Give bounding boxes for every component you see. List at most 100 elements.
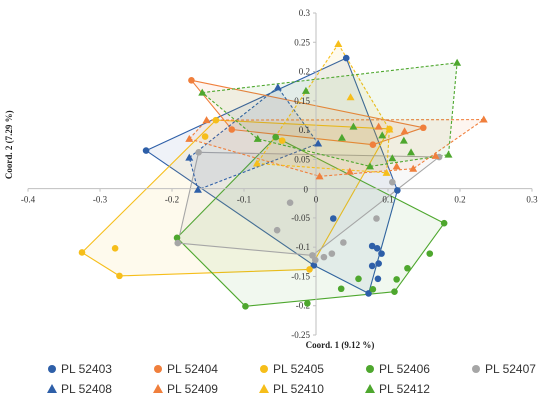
- data-point-triangle: [346, 93, 355, 101]
- legend-label: PL 52410: [273, 382, 324, 396]
- data-point-circle: [394, 187, 401, 194]
- data-point-circle: [111, 245, 119, 252]
- data-point-circle: [337, 285, 345, 293]
- data-point-triangle: [337, 133, 346, 141]
- data-point-triangle: [349, 122, 358, 130]
- y-tick-label: 0.2: [299, 67, 310, 77]
- data-point-circle: [188, 77, 195, 84]
- data-point-triangle: [374, 122, 383, 130]
- legend-label: PL 52404: [167, 362, 218, 376]
- legend-marker: [366, 365, 374, 373]
- x-tick-label: 0.1: [382, 195, 393, 205]
- data-point-triangle: [409, 164, 418, 172]
- data-point-circle: [310, 262, 318, 269]
- x-tick-label: 0.2: [454, 195, 465, 205]
- legend-marker: [48, 365, 56, 373]
- data-point-triangle: [382, 168, 391, 176]
- data-point-circle: [116, 272, 123, 280]
- y-tick-label: 0: [304, 185, 309, 195]
- data-point-triangle: [431, 151, 440, 159]
- data-point-triangle: [366, 162, 374, 170]
- axes: -0.4 -0.3 -0.2 -0.1 0 0.1 0.2 0.3 -0.25 -0.2 -0.15…: [21, 8, 538, 340]
- data-point-circle: [273, 226, 281, 234]
- data-point-triangle: [453, 58, 462, 66]
- x-tick-label: -0.1: [237, 195, 251, 205]
- data-point-triangle: [399, 136, 408, 144]
- data-point-circle: [440, 219, 448, 227]
- legend-label: PL 52405: [273, 362, 324, 376]
- y-tick-label: -0.1: [296, 242, 310, 252]
- hull-pl-52405: [81, 119, 390, 277]
- x-tick-label: -0.4: [21, 195, 36, 205]
- x-tick-label: 0: [314, 195, 319, 205]
- data-point-circle: [173, 234, 181, 242]
- legend-label: PL 52408: [61, 382, 112, 396]
- x-tick-label: 0.3: [526, 195, 538, 205]
- data-point-triangle: [400, 127, 409, 135]
- data-point-circle: [278, 137, 286, 144]
- legend-label: PL 52409: [167, 382, 218, 396]
- data-point-triangle: [378, 131, 387, 139]
- x-tick-label: -0.3: [93, 195, 108, 205]
- data-point-circle: [306, 266, 313, 273]
- hull-pl-52412: [201, 62, 458, 167]
- data-point-circle: [369, 286, 377, 293]
- y-tick-label: -0.25: [291, 330, 310, 340]
- data-point-circle: [355, 275, 362, 283]
- legend-marker: [153, 384, 163, 393]
- data-point-circle: [78, 249, 86, 256]
- legend-label: PL 52412: [379, 382, 430, 396]
- data-point-circle: [228, 126, 236, 133]
- data-point-circle: [195, 149, 202, 156]
- data-point-circle: [404, 264, 411, 272]
- y-tick-label: -0.15: [291, 271, 310, 281]
- hull-pl-52409: [188, 119, 485, 177]
- legend-label: PL 52406: [379, 362, 430, 376]
- data-point-triangle: [193, 185, 202, 193]
- data-point-circle: [369, 141, 377, 149]
- y-tick-label: 0.3: [299, 8, 311, 18]
- legend-marker: [47, 384, 57, 393]
- data-point-triangle: [385, 125, 394, 133]
- data-point-triangle: [444, 150, 453, 158]
- data-point-circle: [373, 215, 380, 222]
- data-point-circle: [201, 133, 209, 140]
- data-point-circle: [373, 245, 381, 252]
- data-point-circle: [212, 116, 220, 124]
- x-tick-label: -0.2: [165, 195, 179, 205]
- data-point-circle: [375, 260, 382, 267]
- data-point-triangle: [198, 88, 207, 96]
- data-point-triangle: [185, 134, 194, 142]
- data-point-circle: [419, 124, 427, 132]
- data-points: [78, 40, 488, 310]
- data-point-circle: [174, 239, 182, 247]
- data-point-triangle: [253, 134, 262, 142]
- data-point-triangle: [252, 159, 261, 167]
- data-point-circle: [365, 290, 372, 297]
- data-point-triangle: [202, 116, 211, 124]
- data-point-circle: [242, 303, 249, 310]
- data-point-circle: [342, 54, 350, 62]
- data-point-triangle: [479, 115, 488, 123]
- legend-marker: [154, 365, 162, 373]
- legend-marker: [472, 365, 480, 373]
- data-point-circle: [311, 256, 319, 264]
- data-point-circle: [329, 215, 337, 222]
- data-point-circle: [142, 147, 150, 154]
- legend-marker: [259, 384, 269, 393]
- y-tick-label: 0.15: [294, 96, 310, 106]
- data-point-triangle: [407, 148, 416, 156]
- data-point-circle: [304, 300, 311, 307]
- y-tick-label: 0.05: [294, 154, 310, 164]
- data-point-circle: [391, 288, 398, 295]
- data-point-circle: [368, 262, 376, 270]
- x-axis-title: Coord. 1 (9.12 %): [306, 340, 375, 350]
- data-point-triangle: [314, 139, 323, 147]
- data-point-triangle: [388, 154, 397, 162]
- data-point-circle: [368, 242, 376, 250]
- data-point-triangle: [301, 86, 310, 94]
- data-point-circle: [328, 250, 336, 257]
- data-point-circle: [286, 199, 294, 206]
- data-point-circle: [389, 178, 396, 186]
